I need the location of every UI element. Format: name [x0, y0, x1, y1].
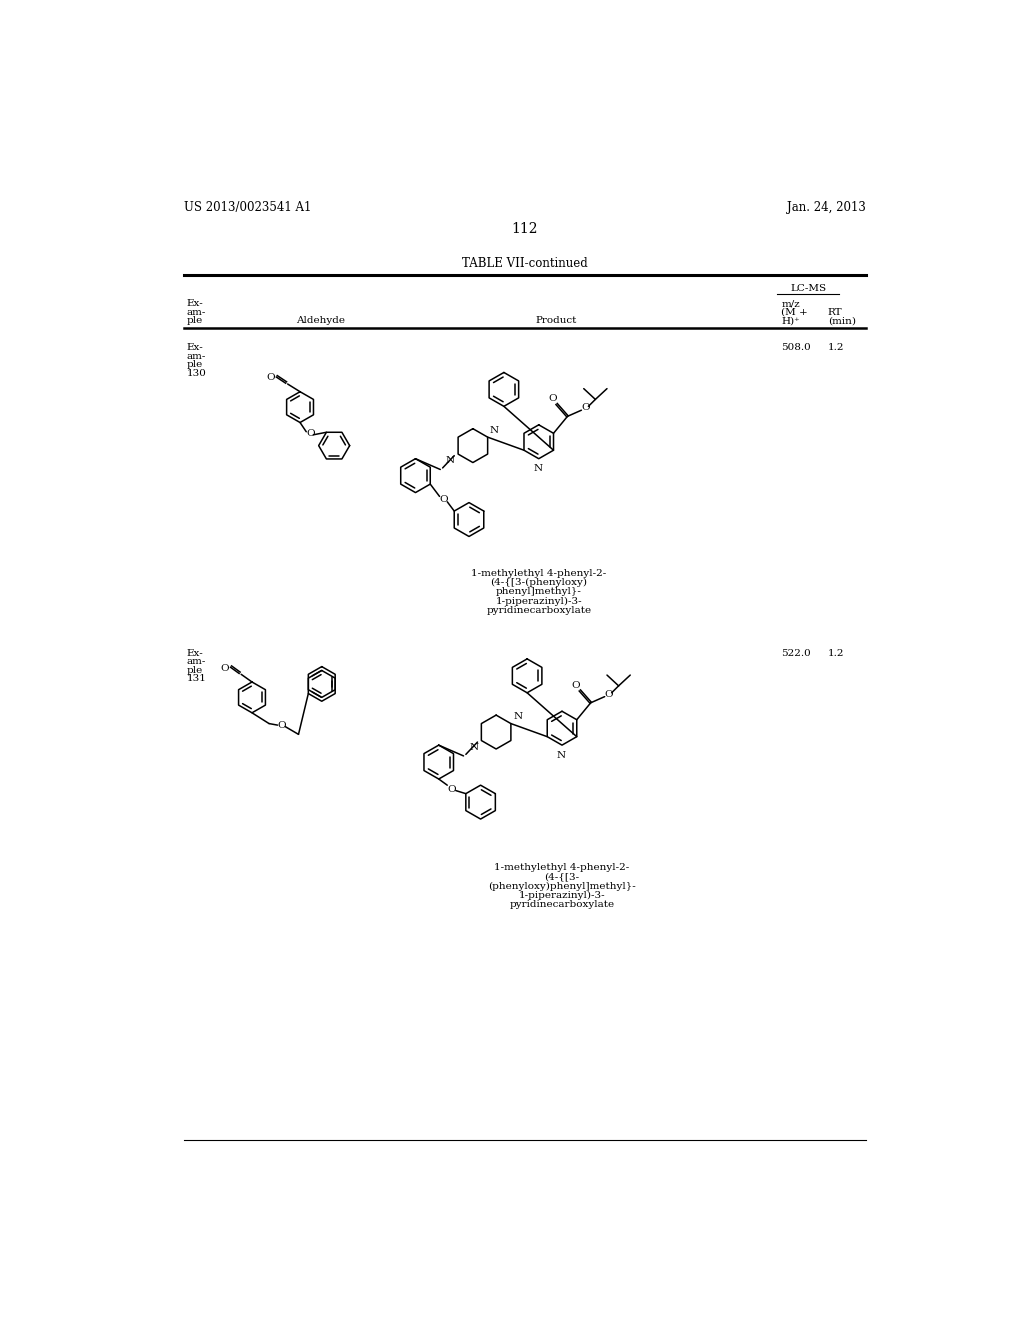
Text: O: O	[439, 495, 447, 504]
Text: (M +: (M +	[781, 308, 808, 317]
Text: ple: ple	[187, 360, 203, 370]
Text: (min): (min)	[827, 317, 856, 325]
Text: N: N	[489, 426, 499, 434]
Text: O: O	[549, 395, 557, 403]
Text: 508.0: 508.0	[781, 343, 811, 352]
Text: O: O	[571, 681, 581, 689]
Text: ple: ple	[187, 317, 203, 325]
Text: N: N	[513, 713, 522, 721]
Text: ple: ple	[187, 665, 203, 675]
Text: (4-{[3-(phenyloxy): (4-{[3-(phenyloxy)	[490, 578, 587, 587]
Text: RT: RT	[827, 308, 843, 317]
Text: (phenyloxy)phenyl]methyl}-: (phenyloxy)phenyl]methyl}-	[488, 882, 636, 891]
Text: 1-methylethyl 4-phenyl-2-: 1-methylethyl 4-phenyl-2-	[495, 863, 630, 873]
Text: am-: am-	[187, 308, 206, 317]
Text: Ex-: Ex-	[187, 343, 204, 352]
Text: 522.0: 522.0	[781, 649, 811, 657]
Text: am-: am-	[187, 657, 206, 667]
Text: O: O	[220, 664, 229, 673]
Text: O: O	[581, 404, 590, 412]
Text: 1-methylethyl 4-phenyl-2-: 1-methylethyl 4-phenyl-2-	[471, 569, 606, 578]
Text: US 2013/0023541 A1: US 2013/0023541 A1	[183, 201, 311, 214]
Text: O: O	[604, 690, 612, 698]
Text: Aldehyde: Aldehyde	[296, 317, 345, 325]
Text: pyridinecarboxylate: pyridinecarboxylate	[486, 606, 591, 615]
Text: 131: 131	[187, 675, 207, 684]
Text: N: N	[445, 457, 455, 466]
Text: H)⁺: H)⁺	[781, 317, 800, 325]
Text: N: N	[469, 743, 478, 752]
Text: (4-{[3-: (4-{[3-	[545, 873, 580, 882]
Text: am-: am-	[187, 351, 206, 360]
Text: O: O	[278, 722, 286, 730]
Text: 1-piperazinyl)-3-: 1-piperazinyl)-3-	[519, 891, 605, 900]
Text: 130: 130	[187, 368, 207, 378]
Text: N: N	[534, 465, 543, 473]
Text: LC-MS: LC-MS	[791, 284, 826, 293]
Text: Ex-: Ex-	[187, 300, 204, 309]
Text: 1-piperazinyl)-3-: 1-piperazinyl)-3-	[496, 597, 582, 606]
Text: phenyl]methyl}-: phenyl]methyl}-	[496, 587, 582, 597]
Text: O: O	[306, 429, 315, 438]
Text: Jan. 24, 2013: Jan. 24, 2013	[786, 201, 866, 214]
Text: 1.2: 1.2	[827, 343, 845, 352]
Text: 1.2: 1.2	[827, 649, 845, 657]
Text: Product: Product	[536, 317, 578, 325]
Text: pyridinecarboxylate: pyridinecarboxylate	[509, 900, 614, 909]
Text: 112: 112	[512, 222, 538, 235]
Text: N: N	[557, 751, 566, 759]
Text: TABLE VII-continued: TABLE VII-continued	[462, 257, 588, 271]
Text: O: O	[447, 784, 457, 793]
Text: m/z: m/z	[781, 300, 800, 309]
Text: Ex-: Ex-	[187, 649, 204, 657]
Text: O: O	[266, 374, 274, 383]
